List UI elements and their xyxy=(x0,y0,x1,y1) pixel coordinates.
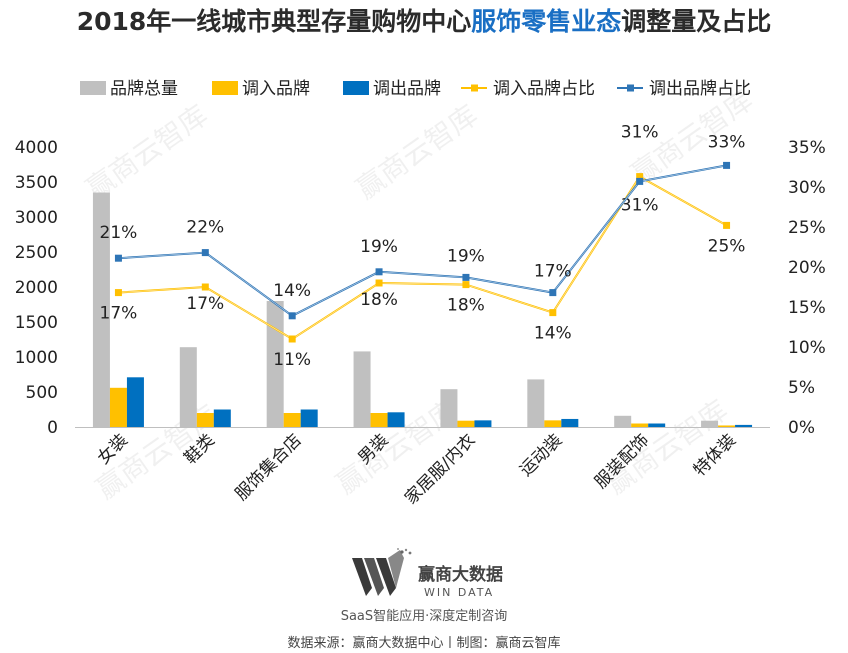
y-left-tick-label: 3000 xyxy=(15,208,58,228)
chart-title: 2018年一线城市典型存量购物中心服饰零售业态调整量及占比 xyxy=(0,2,848,38)
legend-label: 调入品牌占比 xyxy=(493,79,595,99)
line-marker xyxy=(201,283,209,291)
y-right-tick-label: 5% xyxy=(788,378,815,398)
legend-label: 调出品牌占比 xyxy=(649,79,751,99)
source-note: 数据来源：赢商大数据中心丨制图：赢商云智库 xyxy=(287,636,561,651)
data-label: 14% xyxy=(534,324,572,344)
bar xyxy=(701,420,719,427)
bar xyxy=(614,415,632,427)
legend-swatch xyxy=(80,81,106,95)
y-left-tick-label: 500 xyxy=(26,383,58,403)
line-marker xyxy=(375,279,383,287)
data-label: 33% xyxy=(708,132,746,152)
y-left-tick-label: 2000 xyxy=(15,278,58,298)
line-marker xyxy=(636,177,644,185)
bar xyxy=(440,389,458,427)
bar xyxy=(126,377,144,427)
bar xyxy=(648,423,666,427)
line-marker xyxy=(288,335,296,343)
bar xyxy=(353,351,371,427)
bar xyxy=(179,347,197,427)
bar xyxy=(213,409,231,427)
y-left-tick-label: 3500 xyxy=(15,173,58,193)
data-label: 31% xyxy=(621,196,659,216)
legend-label: 调出品牌 xyxy=(373,79,441,99)
legend-marker xyxy=(627,84,634,92)
bar xyxy=(92,192,110,427)
data-label: 19% xyxy=(447,246,485,266)
bar xyxy=(387,412,405,427)
brand-name-cn: 赢商大数据 xyxy=(418,565,503,585)
data-label: 17% xyxy=(534,262,572,282)
x-tick-label: 服饰集合店 xyxy=(231,430,305,504)
title-prefix: 2018年一线城市典型存量购物中心 xyxy=(76,7,472,36)
line-marker xyxy=(549,289,557,297)
line-marker xyxy=(723,161,731,169)
y-left-tick-label: 1000 xyxy=(15,348,58,368)
data-label: 11% xyxy=(273,350,311,370)
y-right-tick-label: 0% xyxy=(788,418,815,438)
title-highlight: 服饰零售业态 xyxy=(471,7,622,36)
y-right-tick-label: 25% xyxy=(788,218,826,238)
bar xyxy=(631,423,649,427)
data-label: 17% xyxy=(186,294,224,314)
legend-label: 调入品牌 xyxy=(242,79,310,99)
data-label: 31% xyxy=(621,122,659,142)
bar xyxy=(283,413,301,427)
win-data-logo-icon xyxy=(352,548,412,596)
data-label: 14% xyxy=(273,281,311,301)
watermark-text: 赢商云智库 xyxy=(80,98,214,205)
bar xyxy=(474,420,492,427)
data-label: 25% xyxy=(708,236,746,256)
bar xyxy=(735,424,753,427)
series-line-highlight xyxy=(118,165,727,317)
line-marker xyxy=(201,249,209,257)
y-right-tick-label: 15% xyxy=(788,298,826,318)
y-left-tick-label: 2500 xyxy=(15,243,58,263)
title-suffix: 调整量及占比 xyxy=(621,7,772,36)
bar xyxy=(370,413,388,427)
legend-label: 品牌总量 xyxy=(110,79,178,99)
line-marker xyxy=(462,273,470,281)
bar xyxy=(109,387,127,427)
bar xyxy=(457,420,475,427)
line-marker xyxy=(636,173,644,181)
watermark-text: 赢商云智库 xyxy=(350,98,484,205)
bar xyxy=(561,418,579,427)
brand-name-en: WIN DATA xyxy=(424,586,495,599)
bar xyxy=(718,425,736,427)
data-label: 17% xyxy=(100,304,138,324)
y-right-tick-label: 10% xyxy=(788,338,826,358)
line-marker xyxy=(462,281,470,289)
line-marker xyxy=(114,289,122,297)
y-left-tick-label: 1500 xyxy=(15,313,58,333)
y-right-tick-label: 20% xyxy=(788,258,826,278)
data-label: 19% xyxy=(360,237,398,257)
line-marker xyxy=(114,254,122,262)
bar xyxy=(300,409,318,427)
line-marker xyxy=(288,312,296,320)
data-label: 21% xyxy=(100,223,138,243)
line-marker xyxy=(723,221,731,229)
y-left-tick-label: 0 xyxy=(47,418,58,438)
y-left-tick-label: 4000 xyxy=(15,138,58,158)
legend-swatch xyxy=(212,81,238,95)
x-tick-label: 运动装 xyxy=(516,430,566,480)
y-right-tick-label: 35% xyxy=(788,138,826,158)
bar xyxy=(544,420,562,427)
line-marker xyxy=(375,268,383,276)
legend-marker xyxy=(471,84,478,92)
y-right-tick-label: 30% xyxy=(788,178,826,198)
data-label: 18% xyxy=(447,296,485,316)
brand-tagline: SaaS智能应用·深度定制咨询 xyxy=(340,609,508,624)
line-marker xyxy=(549,309,557,317)
bar xyxy=(527,379,545,427)
data-label: 22% xyxy=(186,218,224,238)
bar xyxy=(196,413,214,427)
data-label: 18% xyxy=(360,290,398,310)
legend-swatch xyxy=(343,81,369,95)
